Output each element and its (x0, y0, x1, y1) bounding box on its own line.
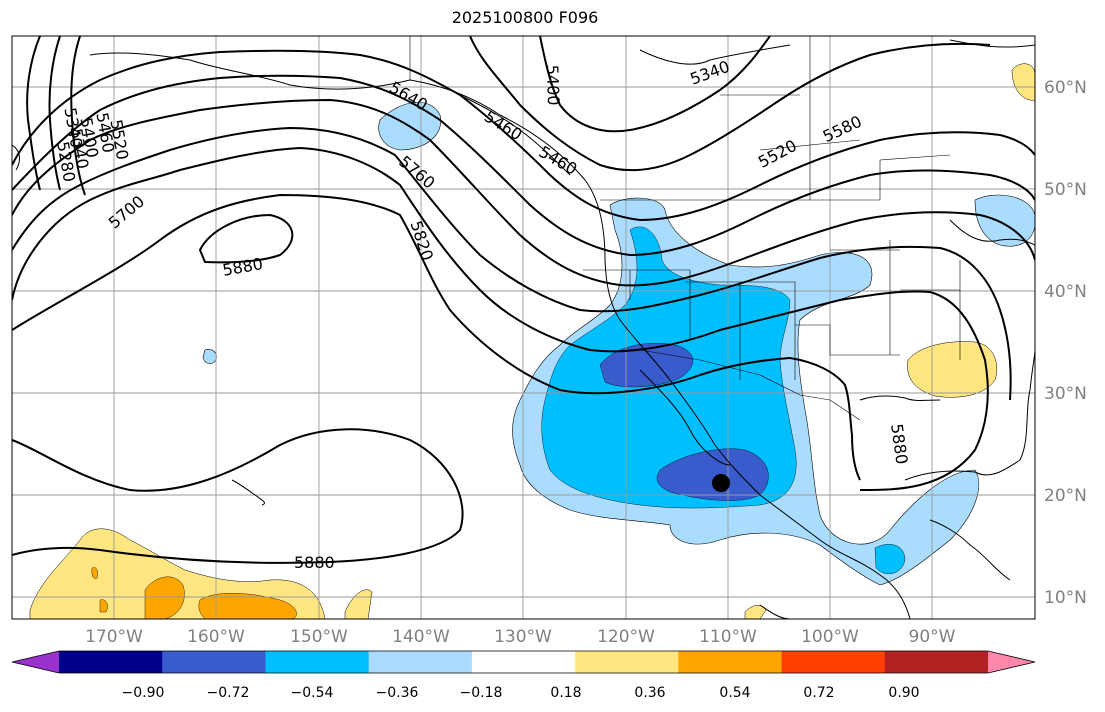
colorbar-segment (678, 651, 783, 673)
colorbar-segment (265, 651, 370, 673)
lat-label: 50°N (1044, 180, 1087, 200)
lat-label: 30°N (1044, 384, 1087, 404)
colorbar-segment (471, 651, 576, 673)
colorbar (11, 650, 1036, 674)
lon-label: 120°W (597, 627, 655, 647)
colorbar-labels: −0.90 −0.72 −0.54 −0.36 −0.18 0.18 0.36 … (122, 685, 920, 701)
lon-label: 110°W (699, 627, 757, 647)
borders (409, 36, 961, 421)
colorbar-tick-label: −0.54 (291, 685, 334, 701)
longitude-labels: 170°W 160°W 150°W 140°W 130°W 120°W 110°… (85, 627, 956, 647)
location-marker (712, 474, 730, 492)
colorbar-segment (884, 651, 989, 673)
colorbar-tick-label: −0.18 (460, 685, 503, 701)
lon-label: 90°W (909, 627, 956, 647)
map-background (12, 36, 1035, 619)
map-frame (11, 35, 1036, 620)
colorbar-extend-max (988, 651, 1035, 673)
lon-label: 100°W (801, 627, 859, 647)
contour-label: 5880 (294, 553, 335, 572)
lon-label: 150°W (290, 627, 348, 647)
colorbar-tick-label: 0.18 (550, 685, 581, 701)
latitude-labels: 60°N 50°N 40°N 30°N 20°N 10°N (1044, 78, 1087, 608)
colorbar-segment (781, 651, 886, 673)
lat-label: 10°N (1044, 588, 1087, 608)
colorbar-tick-label: 0.90 (888, 685, 919, 701)
shading-orange (91, 567, 297, 619)
lon-label: 160°W (187, 627, 245, 647)
colorbar-tick-label: 0.72 (803, 685, 834, 701)
colorbar-segment (575, 651, 679, 673)
lat-label: 20°N (1044, 486, 1087, 506)
colorbar-segment (59, 651, 163, 673)
shading-dark-blue (599, 343, 769, 501)
lat-label: 60°N (1044, 78, 1087, 98)
colorbar-segment (162, 651, 266, 673)
lon-label: 130°W (494, 627, 552, 647)
colorbar-tick-label: −0.90 (122, 685, 165, 701)
colorbar-tick-label: 0.36 (634, 685, 665, 701)
colorbar-segment (368, 651, 473, 673)
lat-label: 40°N (1044, 282, 1087, 302)
colorbar-outline (11, 650, 1036, 674)
map-title: 2025100800 F096 (451, 8, 599, 27)
colorbar-tick-label: −0.72 (207, 685, 250, 701)
height-contours (12, 36, 1035, 564)
colorbar-tick-label: 0.54 (719, 685, 750, 701)
colorbar-tick-label: −0.36 (376, 685, 419, 701)
contour-label: 5400 (543, 64, 563, 105)
lon-label: 140°W (392, 627, 450, 647)
colorbar-extend-min (12, 651, 59, 673)
lon-label: 170°W (85, 627, 143, 647)
